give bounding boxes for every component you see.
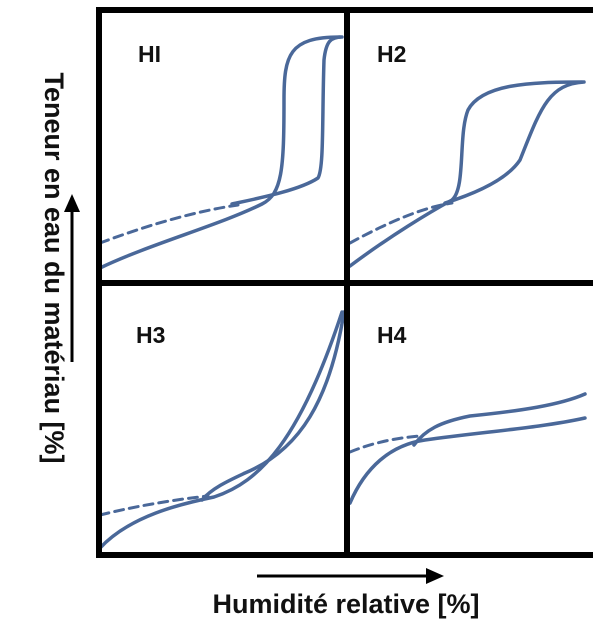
h4-upper-loop (412, 392, 587, 447)
h1-dashed-extension (98, 203, 240, 245)
h4-lower-loop (348, 416, 587, 505)
y-axis-label: Teneur en eau du matériau [%] (39, 72, 69, 463)
h3-lower-loop (98, 310, 344, 550)
curve-group-h3 (98, 310, 346, 550)
h2-lower-loop (348, 80, 584, 268)
panel-label-h3: H3 (136, 322, 165, 348)
h1-upper-loop (230, 35, 344, 206)
h3-dashed-extension (98, 494, 210, 517)
panel-label-h4: H4 (377, 322, 407, 348)
panel-label-h2: H2 (377, 41, 406, 67)
x-axis-arrow (257, 568, 444, 584)
curve-group-h2 (348, 80, 586, 268)
h1-lower-loop (98, 35, 342, 270)
h3-upper-loop (200, 310, 346, 502)
y-axis-arrow (64, 194, 80, 362)
panel-label-h1: HI (138, 41, 161, 67)
curve-group-h4 (348, 392, 587, 505)
h2-upper-loop (443, 80, 586, 205)
h4-dashed-extension (348, 434, 422, 454)
x-axis-label: Humidité relative [%] (212, 589, 479, 619)
panel-frames (96, 7, 593, 558)
curve-group-h1 (98, 35, 344, 270)
